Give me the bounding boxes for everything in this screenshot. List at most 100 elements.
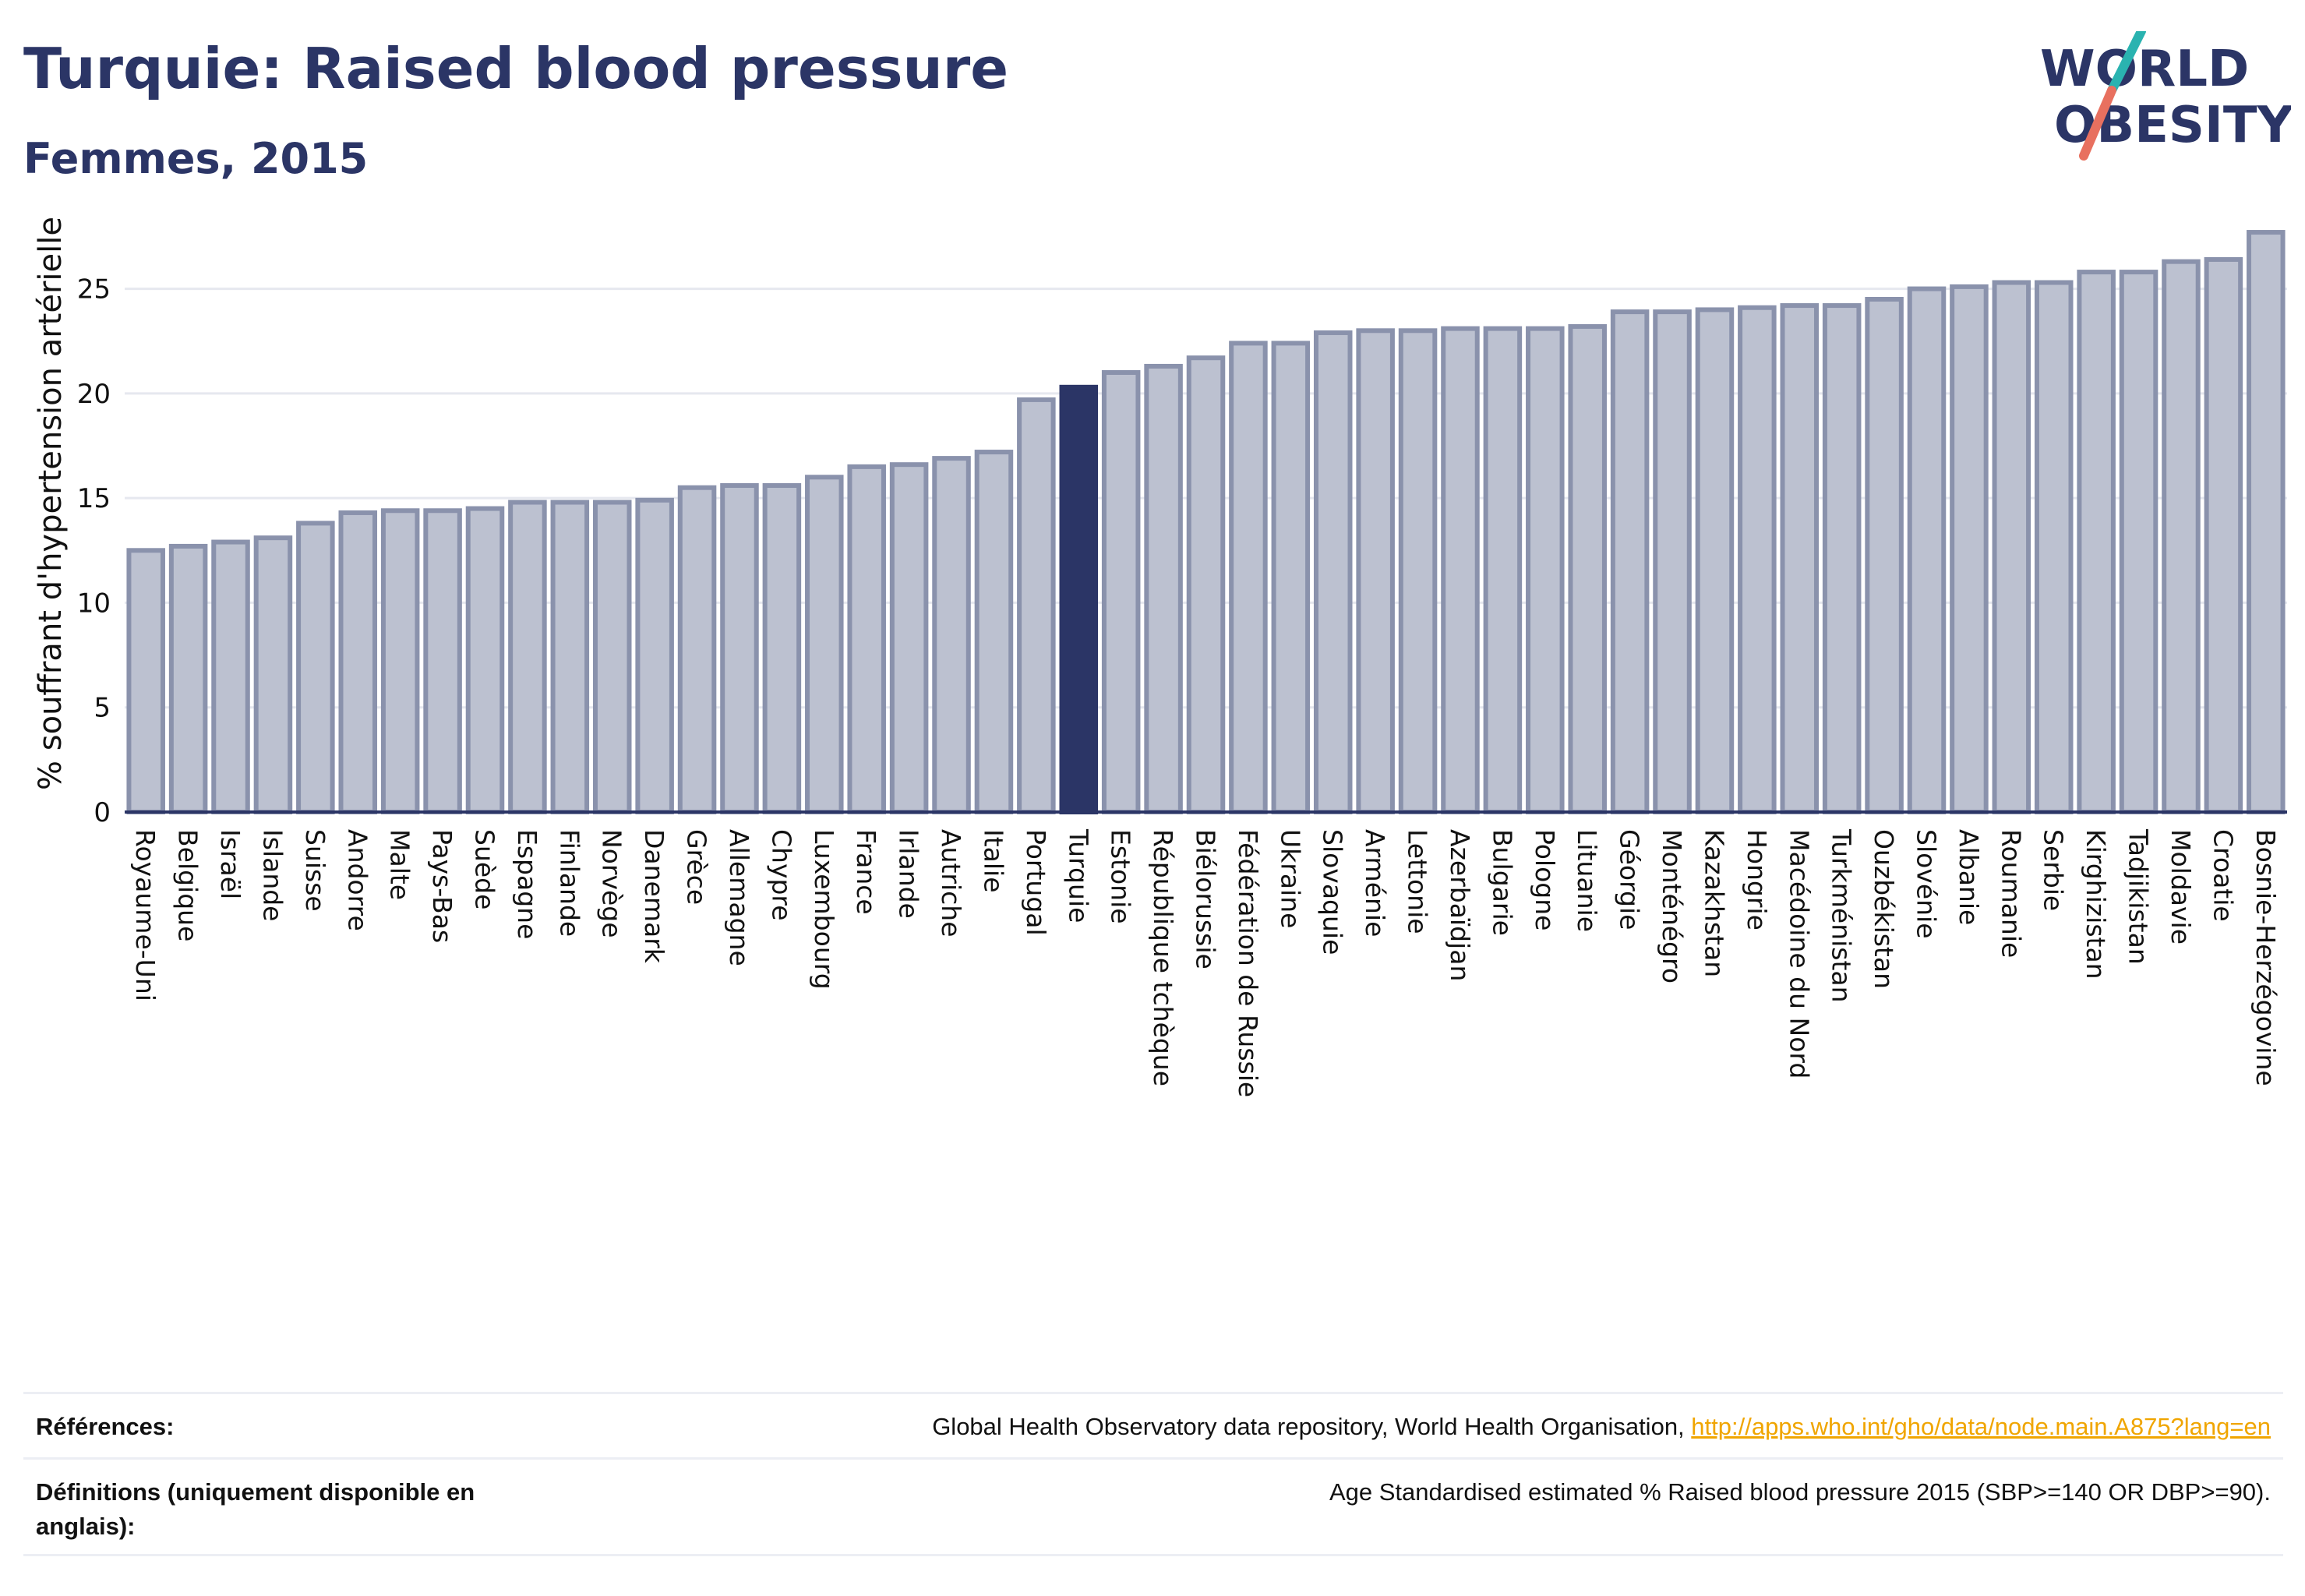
bar <box>1738 305 1777 814</box>
y-tick-label: 25 <box>77 274 111 305</box>
references-text: Global Health Observatory data repositor… <box>932 1413 1692 1440</box>
references-row: Références: Global Health Observatory da… <box>23 1392 2283 1460</box>
definitions-label-line1: Définitions (uniquement disponible en <box>36 1478 475 1506</box>
x-tick-label: Portugal <box>1021 829 1051 936</box>
bar <box>2204 256 2243 814</box>
x-tick-label: Moldavie <box>2166 829 2196 945</box>
y-tick-label: 5 <box>94 693 111 724</box>
x-tick-labels: Royaume-Uni Belgique Israël Islande Suisse An… <box>130 828 2281 1097</box>
x-tick-label: Suisse <box>300 829 330 912</box>
bar <box>1822 303 1862 814</box>
x-tick-label: Monténégro <box>1657 829 1687 983</box>
bar <box>1950 284 1989 814</box>
x-tick-label: Autriche <box>936 829 966 937</box>
definitions-label: Définitions (uniquement disponible en an… <box>36 1475 475 1544</box>
x-tick-label: Italie <box>978 829 1008 893</box>
x-tick-label: Ouzbékistan <box>1869 829 1899 989</box>
bar <box>1017 397 1056 814</box>
bar <box>126 548 165 814</box>
x-tick-label: Finlande <box>554 829 584 937</box>
bar <box>465 506 505 814</box>
y-tick-label: 20 <box>77 379 111 410</box>
x-tick-label: Danemark <box>639 829 669 964</box>
x-tick-label: Bulgarie <box>1487 829 1517 936</box>
y-tick-label: 15 <box>77 483 111 514</box>
bar <box>635 497 674 814</box>
bar <box>889 462 929 815</box>
page-title: Turquie: Raised blood pressure <box>23 36 1009 101</box>
bar <box>1441 326 1480 815</box>
bar <box>1610 309 1650 815</box>
x-tick-label: Ukraine <box>1275 829 1305 928</box>
y-tick-labels: 0 5 10 15 20 25 <box>77 274 111 828</box>
definitions-value: Age Standardised estimated % Raised bloo… <box>1329 1478 2271 1506</box>
x-tick-label: République tchèque <box>1148 829 1178 1086</box>
bar <box>211 539 250 814</box>
bar <box>338 510 378 814</box>
bar <box>508 500 547 814</box>
x-tick-label: Albanie <box>1954 829 1984 925</box>
x-tick-label: Luxembourg <box>809 829 839 990</box>
bar <box>1992 280 2031 814</box>
x-tick-label: Slovaquie <box>1318 829 1348 955</box>
x-tick-label: Turkménistan <box>1827 828 1857 1003</box>
x-tick-label: Chypre <box>766 829 796 921</box>
x-tick-label: Lettonie <box>1403 829 1433 934</box>
bar <box>2077 270 2116 815</box>
x-tick-label: Lituanie <box>1572 829 1602 932</box>
bar <box>1144 363 1183 814</box>
x-tick-label: Malte <box>385 829 415 900</box>
page-subtitle: Femmes, 2015 <box>23 134 369 183</box>
bar <box>1483 326 1523 815</box>
x-tick-label: Allemagne <box>724 829 754 966</box>
bar <box>847 464 886 814</box>
x-tick-label: Israël <box>215 829 245 899</box>
bar <box>253 535 293 815</box>
bar <box>762 483 802 814</box>
bar <box>1271 341 1311 814</box>
x-tick-label: Irlande <box>894 829 924 919</box>
x-tick-label: Estonie <box>1106 829 1136 924</box>
x-tick-label: Géorgie <box>1615 829 1645 930</box>
bar <box>592 500 632 814</box>
definitions-label-line2: anglais): <box>36 1513 136 1540</box>
bar <box>1101 370 1141 814</box>
bar <box>1186 355 1226 814</box>
bar <box>1229 341 1268 814</box>
footer-bottom-rule <box>23 1554 2283 1556</box>
bar <box>1398 328 1438 814</box>
references-value: Global Health Observatory data repositor… <box>932 1410 2271 1444</box>
bar <box>2247 230 2286 814</box>
bar <box>1865 297 1904 814</box>
bar <box>1653 309 1692 815</box>
x-tick-label: Serbie <box>2038 829 2069 911</box>
bar <box>2034 280 2074 814</box>
x-tick-label: Fédération de Russie <box>1233 829 1263 1097</box>
bar <box>677 485 717 814</box>
x-tick-label: Norvège <box>597 829 627 938</box>
x-tick-label: France <box>851 829 881 915</box>
x-tick-label: Pays-Bas <box>427 829 457 943</box>
bar-highlight <box>1059 384 1099 814</box>
x-tick-label: Biélorussie <box>1191 829 1221 969</box>
x-tick-label: Roumanie <box>1996 829 2026 958</box>
bar <box>932 456 971 814</box>
x-tick-label: Croatie <box>2208 829 2238 922</box>
bar <box>550 500 590 814</box>
x-tick-label: Grèce <box>682 829 712 905</box>
bar <box>423 508 462 814</box>
x-tick-label: Suède <box>470 829 500 909</box>
bars <box>126 230 2286 815</box>
x-tick-label: Tadjikistan <box>2123 828 2154 965</box>
bar <box>2119 270 2159 815</box>
x-tick-label: Islande <box>257 829 288 921</box>
x-tick-label: Belgique <box>173 829 203 941</box>
bar <box>1695 307 1735 814</box>
x-tick-label: Royaume-Uni <box>130 829 161 1001</box>
bar <box>1907 286 1947 815</box>
references-link[interactable]: http://apps.who.int/gho/data/node.main.A… <box>1691 1413 2271 1440</box>
bar <box>296 521 335 814</box>
bar <box>2162 259 2201 814</box>
x-tick-label: Arménie <box>1360 829 1390 937</box>
y-axis-label: % souffrant d'hypertension artérielle <box>33 217 69 790</box>
